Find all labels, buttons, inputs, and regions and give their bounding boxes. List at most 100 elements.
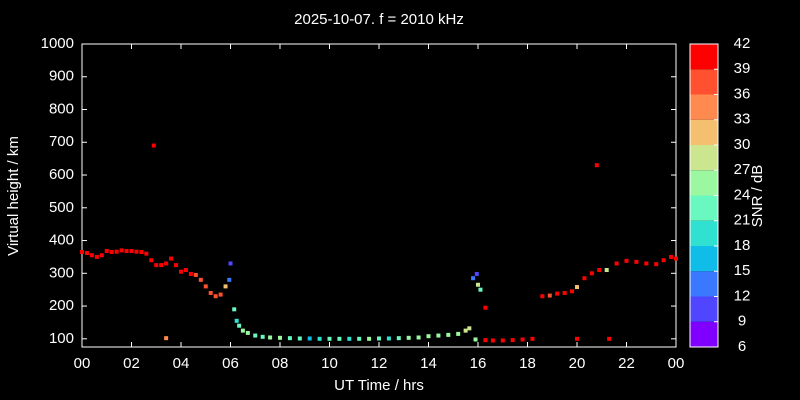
y-tick-label: 300 <box>49 264 74 281</box>
point <box>530 336 535 341</box>
colorbar-tick-label: 39 <box>734 60 751 77</box>
point <box>467 326 472 331</box>
colorbar-tick-label: 21 <box>734 212 751 229</box>
point <box>223 284 228 289</box>
point <box>634 259 639 264</box>
colorbar-tick-label: 15 <box>734 262 751 279</box>
point <box>490 338 495 343</box>
point <box>124 249 129 254</box>
point <box>179 269 183 274</box>
y-tick-label: 700 <box>49 133 74 150</box>
point <box>396 336 401 341</box>
colorbar-block <box>690 246 718 272</box>
point <box>80 250 84 255</box>
point <box>278 335 282 340</box>
y-tick-label: 500 <box>49 199 74 216</box>
point <box>337 336 342 341</box>
point <box>99 253 104 258</box>
point <box>520 337 525 342</box>
point <box>476 282 480 287</box>
y-tick-label: 1000 <box>41 35 74 52</box>
point <box>597 268 602 273</box>
x-tick-label: 20 <box>569 355 586 372</box>
colorbar-block <box>690 321 718 347</box>
point <box>193 272 198 277</box>
y-tick-label: 900 <box>49 68 74 85</box>
point <box>575 336 579 341</box>
colorbar-tick-label: 30 <box>734 136 751 153</box>
point <box>203 284 208 289</box>
chart-title: 2025-10-07. f = 2010 kHz <box>294 11 464 28</box>
point <box>478 287 483 292</box>
point <box>139 250 144 255</box>
point <box>237 323 242 328</box>
point <box>406 335 411 340</box>
point <box>483 305 488 310</box>
point <box>607 336 612 341</box>
point <box>474 271 479 276</box>
point <box>483 338 488 343</box>
point <box>268 335 273 340</box>
point <box>654 262 659 267</box>
x-tick-label: 22 <box>618 355 635 372</box>
colorbar-block <box>690 271 718 297</box>
point <box>386 336 391 341</box>
colorbar-tick-label: 12 <box>734 287 751 304</box>
point <box>228 261 233 266</box>
colorbar-block <box>690 69 718 95</box>
colorbar-tick-label: 18 <box>734 237 751 254</box>
point <box>575 285 579 290</box>
point <box>347 336 352 341</box>
point <box>245 330 250 335</box>
point <box>426 334 431 339</box>
point <box>151 143 156 148</box>
point <box>471 276 476 281</box>
point <box>555 291 560 296</box>
point <box>89 253 94 258</box>
point <box>164 261 169 266</box>
point <box>604 268 609 273</box>
x-tick-label: 06 <box>222 355 239 372</box>
colorbar-block <box>690 195 718 221</box>
point <box>367 336 372 341</box>
point <box>144 251 149 256</box>
point <box>327 336 332 341</box>
colorbar-block <box>690 296 718 322</box>
point <box>510 338 515 343</box>
point <box>661 258 666 263</box>
point <box>473 337 478 342</box>
point <box>582 276 587 281</box>
point <box>260 334 265 339</box>
point <box>547 293 552 298</box>
point <box>218 292 223 297</box>
colorbar-block <box>690 170 718 196</box>
point <box>240 328 245 333</box>
point <box>129 249 134 254</box>
colorbar-label: SNR / dB <box>749 165 766 228</box>
y-tick-label: 100 <box>49 330 74 347</box>
y-tick-label: 800 <box>49 100 74 117</box>
point <box>164 336 169 341</box>
point <box>234 318 239 323</box>
point <box>253 333 258 338</box>
point <box>317 336 322 341</box>
point <box>169 256 174 261</box>
point <box>227 277 232 282</box>
point <box>624 258 629 263</box>
point <box>357 336 362 341</box>
colorbar-block <box>690 94 718 120</box>
point <box>456 331 461 336</box>
point <box>416 335 421 340</box>
x-tick-label: 00 <box>668 355 685 372</box>
point <box>297 336 302 341</box>
point <box>159 263 164 268</box>
point <box>232 307 237 312</box>
point <box>104 249 109 254</box>
point <box>594 163 599 168</box>
x-tick-label: 18 <box>519 355 536 372</box>
y-tick-label: 600 <box>49 166 74 183</box>
x-tick-label: 04 <box>173 355 190 372</box>
colorbar-tick-label: 42 <box>734 35 751 52</box>
colorbar-tick-label: 6 <box>738 338 746 355</box>
